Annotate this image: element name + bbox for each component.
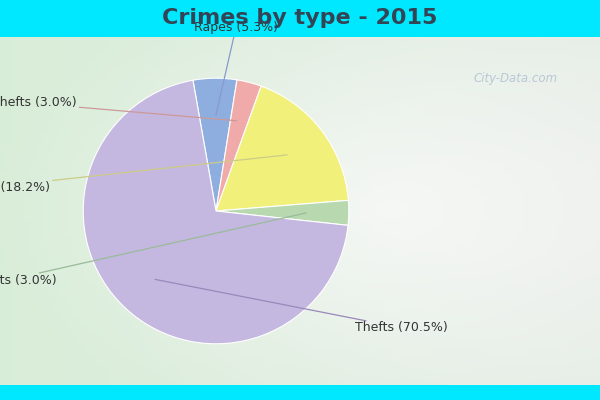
Text: Burglaries (18.2%): Burglaries (18.2%) bbox=[0, 155, 287, 194]
Wedge shape bbox=[83, 80, 348, 344]
Text: Assaults (3.0%): Assaults (3.0%) bbox=[0, 213, 306, 286]
Text: Thefts (70.5%): Thefts (70.5%) bbox=[155, 280, 448, 334]
Text: Crimes by type - 2015: Crimes by type - 2015 bbox=[163, 8, 437, 28]
Wedge shape bbox=[216, 86, 349, 211]
Text: City-Data.com: City-Data.com bbox=[474, 72, 558, 85]
Text: Rapes (5.3%): Rapes (5.3%) bbox=[194, 21, 278, 115]
Wedge shape bbox=[193, 78, 237, 211]
Text: Auto thefts (3.0%): Auto thefts (3.0%) bbox=[0, 96, 236, 121]
Wedge shape bbox=[216, 80, 261, 211]
Wedge shape bbox=[216, 200, 349, 225]
